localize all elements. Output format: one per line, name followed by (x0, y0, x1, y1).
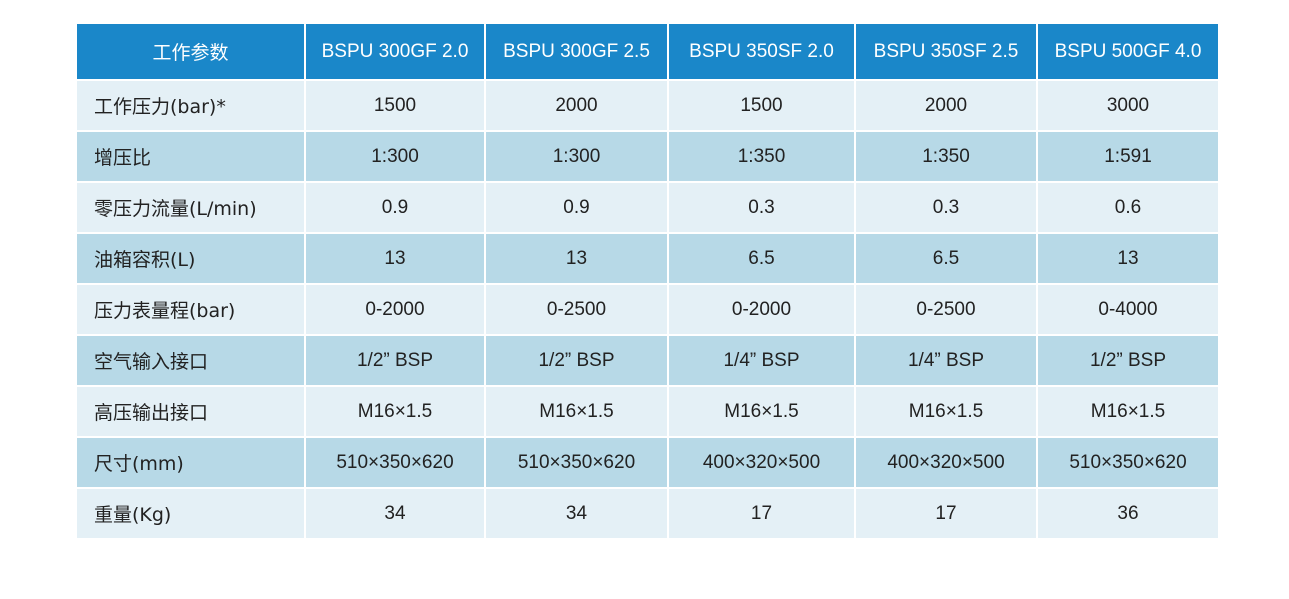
table-cell: M16×1.5 (854, 385, 1038, 438)
row-label: 尺寸(mm) (75, 436, 306, 489)
row-label: 零压力流量(L/min) (75, 181, 306, 234)
table-cell: 13 (484, 232, 669, 285)
table-cell: 1:300 (304, 130, 486, 183)
table-cell: 1500 (667, 79, 856, 132)
table-cell: M16×1.5 (304, 385, 486, 438)
table-cell: 510×350×620 (484, 436, 669, 489)
row-label: 空气输入接口 (75, 334, 306, 387)
row-label: 重量(Kg) (75, 487, 306, 540)
table-cell: 0-2000 (304, 283, 486, 336)
header-cell-model: BSPU 300GF 2.5 (484, 22, 669, 81)
header-cell-model: BSPU 350SF 2.0 (667, 22, 856, 81)
header-cell-model: BSPU 300GF 2.0 (304, 22, 486, 81)
table-cell: 1:350 (854, 130, 1038, 183)
table-row: 空气输入接口 1/2” BSP 1/2” BSP 1/4” BSP 1/4” B… (75, 334, 1220, 387)
table-cell: 0.3 (854, 181, 1038, 234)
table-cell: 1/2” BSP (304, 334, 486, 387)
table-cell: 1:350 (667, 130, 856, 183)
table-cell: 34 (484, 487, 669, 540)
spec-table: 工作参数 BSPU 300GF 2.0 BSPU 300GF 2.5 BSPU … (75, 22, 1220, 540)
row-label: 高压输出接口 (75, 385, 306, 438)
table-row: 尺寸(mm) 510×350×620 510×350×620 400×320×5… (75, 436, 1220, 489)
table-header-row: 工作参数 BSPU 300GF 2.0 BSPU 300GF 2.5 BSPU … (75, 22, 1220, 81)
table-cell: M16×1.5 (484, 385, 669, 438)
row-label: 压力表量程(bar) (75, 283, 306, 336)
table-cell: 6.5 (667, 232, 856, 285)
table-cell: 0-2000 (667, 283, 856, 336)
table-cell: 1/4” BSP (854, 334, 1038, 387)
header-cell-parameter: 工作参数 (75, 22, 306, 81)
table-cell: 1:591 (1036, 130, 1220, 183)
table-cell: 400×320×500 (667, 436, 856, 489)
table-cell: 0.6 (1036, 181, 1220, 234)
table-cell: 36 (1036, 487, 1220, 540)
row-label: 增压比 (75, 130, 306, 183)
table-cell: 13 (304, 232, 486, 285)
table-cell: 510×350×620 (304, 436, 486, 489)
table-cell: 510×350×620 (1036, 436, 1220, 489)
header-cell-model: BSPU 500GF 4.0 (1036, 22, 1220, 81)
spec-table-container: 工作参数 BSPU 300GF 2.0 BSPU 300GF 2.5 BSPU … (75, 22, 1220, 540)
table-cell: 3000 (1036, 79, 1220, 132)
table-cell: M16×1.5 (667, 385, 856, 438)
row-label: 油箱容积(L) (75, 232, 306, 285)
table-cell: 0-2500 (854, 283, 1038, 336)
table-cell: 1/2” BSP (484, 334, 669, 387)
table-cell: 0-2500 (484, 283, 669, 336)
table-cell: 2000 (484, 79, 669, 132)
table-row: 油箱容积(L) 13 13 6.5 6.5 13 (75, 232, 1220, 285)
table-row: 零压力流量(L/min) 0.9 0.9 0.3 0.3 0.6 (75, 181, 1220, 234)
table-cell: 400×320×500 (854, 436, 1038, 489)
table-cell: 34 (304, 487, 486, 540)
table-cell: 17 (667, 487, 856, 540)
table-cell: 0-4000 (1036, 283, 1220, 336)
table-row: 压力表量程(bar) 0-2000 0-2500 0-2000 0-2500 0… (75, 283, 1220, 336)
table-cell: 1/4” BSP (667, 334, 856, 387)
table-row: 重量(Kg) 34 34 17 17 36 (75, 487, 1220, 540)
table-row: 工作压力(bar)* 1500 2000 1500 2000 3000 (75, 79, 1220, 132)
header-cell-model: BSPU 350SF 2.5 (854, 22, 1038, 81)
table-cell: 1/2” BSP (1036, 334, 1220, 387)
row-label: 工作压力(bar)* (75, 79, 306, 132)
table-cell: 1500 (304, 79, 486, 132)
table-cell: 17 (854, 487, 1038, 540)
table-row: 高压输出接口 M16×1.5 M16×1.5 M16×1.5 M16×1.5 M… (75, 385, 1220, 438)
table-cell: 0.3 (667, 181, 856, 234)
table-cell: M16×1.5 (1036, 385, 1220, 438)
table-cell: 0.9 (484, 181, 669, 234)
table-row: 增压比 1:300 1:300 1:350 1:350 1:591 (75, 130, 1220, 183)
table-cell: 13 (1036, 232, 1220, 285)
table-cell: 0.9 (304, 181, 486, 234)
table-cell: 2000 (854, 79, 1038, 132)
table-cell: 6.5 (854, 232, 1038, 285)
table-cell: 1:300 (484, 130, 669, 183)
